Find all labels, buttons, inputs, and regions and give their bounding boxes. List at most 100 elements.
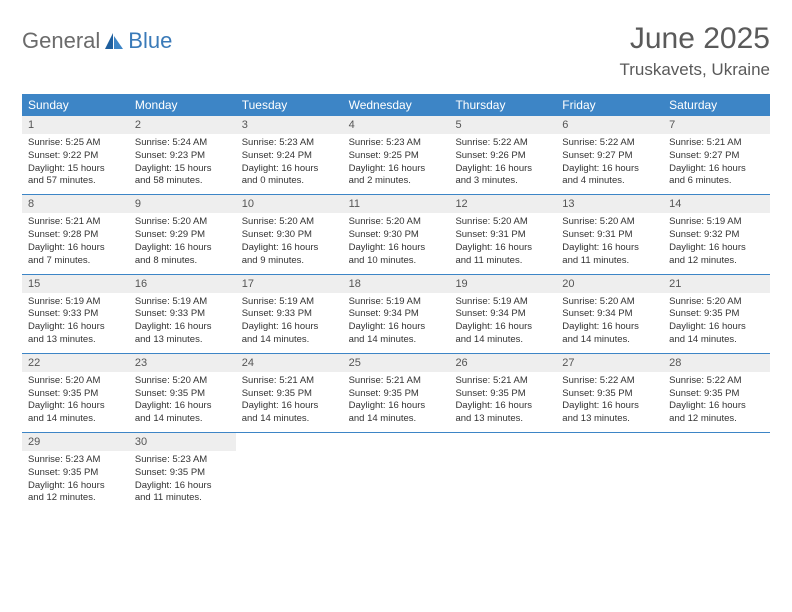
sunrise-value: 5:24 AM [172,137,207,148]
day-details: Sunrise: 5:23 AMSunset: 9:24 PMDaylight:… [236,134,343,194]
sunrise-value: 5:19 AM [172,296,207,307]
brand-text-general: General [22,28,100,54]
day-number: 22 [22,354,129,372]
day-details: Sunrise: 5:20 AMSunset: 9:34 PMDaylight:… [556,293,663,353]
day-number: 19 [449,275,556,293]
dow-wednesday: Wednesday [343,94,450,116]
sunset-line: Sunset: 9:23 PM [135,150,230,163]
sunrise-line: Sunrise: 5:19 AM [242,296,337,309]
dow-friday: Friday [556,94,663,116]
day-details: Sunrise: 5:25 AMSunset: 9:22 PMDaylight:… [22,134,129,194]
sunset-value: 9:25 PM [383,150,418,161]
day-cell: 2Sunrise: 5:24 AMSunset: 9:23 PMDaylight… [129,116,236,194]
sunset-value: 9:35 PM [490,388,525,399]
day-details: Sunrise: 5:21 AMSunset: 9:35 PMDaylight:… [343,372,450,432]
sunset-line: Sunset: 9:27 PM [562,150,657,163]
sunrise-value: 5:21 AM [279,375,314,386]
sunset-line: Sunset: 9:35 PM [669,388,764,401]
day-number: 8 [22,195,129,213]
sunrise-line: Sunrise: 5:23 AM [349,137,444,150]
day-number: 27 [556,354,663,372]
day-cell: 28Sunrise: 5:22 AMSunset: 9:35 PMDayligh… [663,354,770,432]
sunset-line: Sunset: 9:35 PM [242,388,337,401]
day-number: 25 [343,354,450,372]
day-cell [236,433,343,511]
daylight-line: Daylight: 16 hours and 6 minutes. [669,163,764,189]
day-details: Sunrise: 5:20 AMSunset: 9:35 PMDaylight:… [22,372,129,432]
day-details: Sunrise: 5:21 AMSunset: 9:35 PMDaylight:… [449,372,556,432]
day-cell [449,433,556,511]
sunrise-line: Sunrise: 5:21 AM [242,375,337,388]
day-cell: 14 Sunrise: 5:19 AMSunset: 9:32 PMDayligh… [663,195,770,273]
sunrise-value: 5:20 AM [493,216,528,227]
sunset-line: Sunset: 9:35 PM [135,467,230,480]
sunset-value: 9:35 PM [704,388,739,399]
sunrise-line: Sunrise: 5:20 AM [349,216,444,229]
dow-saturday: Saturday [663,94,770,116]
sunset-line: Sunset: 9:35 PM [28,388,123,401]
day-number: 13 [556,195,663,213]
sunrise-line: Sunrise: 5:19 AM [28,296,123,309]
sunset-line: Sunset: 9:28 PM [28,229,123,242]
sunrise-line: Sunrise: 5:19 AM [455,296,550,309]
day-number: 12 [449,195,556,213]
sunset-value: 9:27 PM [704,150,739,161]
daylight-line: Daylight: 16 hours and 14 minutes. [349,400,444,426]
day-cell: 16Sunrise: 5:19 AMSunset: 9:33 PMDayligh… [129,275,236,353]
day-cell [343,433,450,511]
day-cell: 27Sunrise: 5:22 AMSunset: 9:35 PMDayligh… [556,354,663,432]
day-details: Sunrise: 5:19 AMSunset: 9:33 PMDaylight:… [129,293,236,353]
day-number: 1 [22,116,129,134]
day-cell: 1Sunrise: 5:25 AMSunset: 9:22 PMDaylight… [22,116,129,194]
dow-sunday: Sunday [22,94,129,116]
sunrise-line: Sunrise: 5:22 AM [562,375,657,388]
sunrise-value: 5:20 AM [600,296,635,307]
daylight-line: Daylight: 16 hours and 14 minutes. [135,400,230,426]
brand-text-blue: Blue [128,28,172,54]
sunrise-value: 5:21 AM [493,375,528,386]
dow-monday: Monday [129,94,236,116]
day-cell: 20Sunrise: 5:20 AMSunset: 9:34 PMDayligh… [556,275,663,353]
sunset-value: 9:26 PM [490,150,525,161]
sunset-value: 9:33 PM [170,308,205,319]
daylight-line: Daylight: 16 hours and 11 minutes. [562,242,657,268]
daylight-line: Daylight: 16 hours and 14 minutes. [455,321,550,347]
day-cell [663,433,770,511]
week-row: 29Sunrise: 5:23 AMSunset: 9:35 PMDayligh… [22,433,770,511]
daylight-line: Daylight: 16 hours and 12 minutes. [669,242,764,268]
sunset-line: Sunset: 9:33 PM [135,308,230,321]
sunrise-line: Sunrise: 5:19 AM [349,296,444,309]
dow-tuesday: Tuesday [236,94,343,116]
daylight-line: Daylight: 16 hours and 3 minutes. [455,163,550,189]
sunrise-line: Sunrise: 5:19 AM [669,216,764,229]
sunrise-line: Sunrise: 5:20 AM [28,375,123,388]
daylight-line: Daylight: 16 hours and 14 minutes. [242,321,337,347]
sunrise-value: 5:23 AM [279,137,314,148]
day-number: 14 [663,195,770,213]
sunset-value: 9:34 PM [490,308,525,319]
day-details: Sunrise: 5:22 AMSunset: 9:35 PMDaylight:… [663,372,770,432]
sunset-line: Sunset: 9:34 PM [349,308,444,321]
day-number: 15 [22,275,129,293]
day-number: 10 [236,195,343,213]
sunset-value: 9:34 PM [383,308,418,319]
sunrise-line: Sunrise: 5:20 AM [242,216,337,229]
day-number: 18 [343,275,450,293]
day-details: Sunrise: 5:23 AMSunset: 9:35 PMDaylight:… [129,451,236,511]
day-details: Sunrise: 5:20 AMSunset: 9:35 PMDaylight:… [129,372,236,432]
sunrise-line: Sunrise: 5:19 AM [135,296,230,309]
sunrise-value: 5:22 AM [600,375,635,386]
sunset-line: Sunset: 9:29 PM [135,229,230,242]
sunrise-value: 5:19 AM [386,296,421,307]
calendar: Sunday Monday Tuesday Wednesday Thursday… [22,94,770,511]
day-cell: 25Sunrise: 5:21 AMSunset: 9:35 PMDayligh… [343,354,450,432]
sunset-value: 9:35 PM [63,388,98,399]
sunset-line: Sunset: 9:26 PM [455,150,550,163]
day-cell: 21Sunrise: 5:20 AMSunset: 9:35 PMDayligh… [663,275,770,353]
sunset-value: 9:24 PM [277,150,312,161]
sunset-line: Sunset: 9:32 PM [669,229,764,242]
day-details: Sunrise: 5:19 AMSunset: 9:33 PMDaylight:… [22,293,129,353]
day-details: Sunrise: 5:20 AMSunset: 9:31 PMDaylight:… [449,213,556,273]
sunrise-value: 5:19 AM [66,296,101,307]
day-details: Sunrise: 5:20 AMSunset: 9:31 PMDaylight:… [556,213,663,273]
